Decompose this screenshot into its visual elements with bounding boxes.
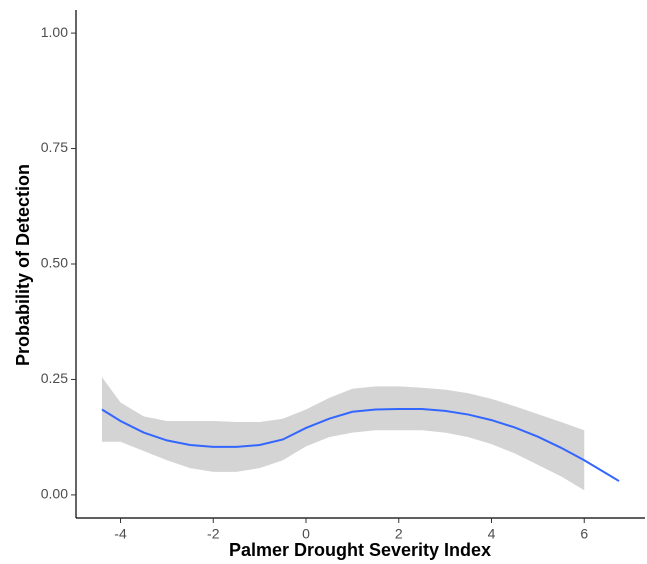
y-axis-title: Probability of Detection [13, 164, 33, 366]
y-tick-label: 0.50 [41, 255, 68, 271]
y-tick-label: 0.25 [41, 370, 68, 386]
x-axis-title: Palmer Drought Severity Index [229, 540, 491, 560]
y-tick-label: 0.75 [41, 139, 68, 155]
x-tick-label: 0 [302, 526, 310, 542]
x-tick-label: 2 [395, 526, 403, 542]
y-tick-label: 1.00 [41, 24, 68, 40]
y-tick-label: 0.00 [41, 486, 68, 502]
x-tick-label: 4 [488, 526, 496, 542]
fit-line [101, 408, 620, 482]
x-tick-label: -2 [207, 526, 220, 542]
x-tick-label: -4 [114, 526, 127, 542]
confidence-ribbon [101, 377, 585, 491]
x-tick-label: 6 [580, 526, 588, 542]
